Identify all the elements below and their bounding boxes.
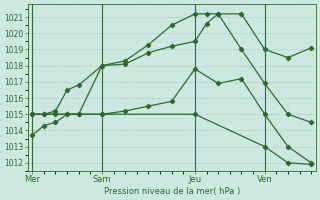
X-axis label: Pression niveau de la mer( hPa ): Pression niveau de la mer( hPa ) — [104, 187, 240, 196]
